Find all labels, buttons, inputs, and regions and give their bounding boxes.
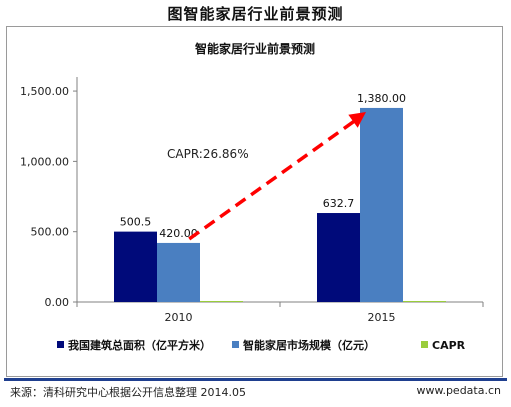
legend-swatch <box>232 341 239 348</box>
bar <box>200 301 243 302</box>
x-tick-label: 2010 <box>165 311 193 324</box>
legend-swatch <box>421 341 428 348</box>
legend-label: 智能家居市场规模（亿元） <box>243 338 375 352</box>
data-label: 420.00 <box>159 227 198 240</box>
page-title: 图智能家居行业前景预测 <box>167 5 344 23</box>
growth-arrow-line <box>188 118 358 241</box>
source-note: 来源：清科研究中心根据公开信息整理 2014.05 <box>10 386 246 399</box>
bar <box>157 242 200 302</box>
capr-annotation: CAPR:26.86% <box>167 147 249 161</box>
chart-title: 智能家居行业前景预测 <box>194 41 315 56</box>
legend-label: CAPR <box>432 339 466 352</box>
bar <box>403 301 446 302</box>
data-label: 1,380.00 <box>357 92 406 105</box>
bottom-rule <box>4 378 507 381</box>
bar <box>317 213 360 302</box>
source-url: www.pedata.cn <box>416 384 501 397</box>
data-label: 632.7 <box>323 197 355 210</box>
x-tick-label: 2015 <box>368 311 396 324</box>
bar <box>114 231 157 302</box>
y-tick-label: 0.00 <box>45 296 70 309</box>
data-label: 500.5 <box>120 216 152 229</box>
y-tick-label: 1,500.00 <box>20 85 69 98</box>
chart-frame: 智能家居行业前景预测 0.00 500.00 1,000.00 1,500.00 500.… <box>6 26 503 377</box>
y-tick-label: 500.00 <box>31 226 70 239</box>
legend-label: 我国建筑总面积（亿平方米） <box>68 338 211 352</box>
y-tick-label: 1,000.00 <box>20 155 69 168</box>
chart: 智能家居行业前景预测 0.00 500.00 1,000.00 1,500.00 500.… <box>20 41 484 352</box>
growth-arrow-head <box>348 111 366 128</box>
bar <box>360 107 403 302</box>
legend-swatch <box>57 341 64 348</box>
